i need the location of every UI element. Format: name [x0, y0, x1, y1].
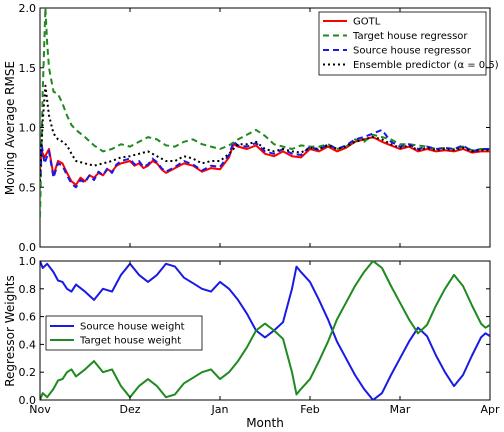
rmse-ytick-label: 1.5	[19, 62, 37, 75]
weights-y-axis-label: Regressor Weights	[3, 275, 17, 387]
rmse-series-line-1	[40, 8, 490, 218]
xtick-label: Jan	[211, 403, 229, 416]
rmse-legend-label: Target house regressor	[352, 31, 468, 42]
rmse-series-line-2	[40, 128, 490, 189]
rmse-series-line-0	[40, 136, 490, 186]
xtick-label: Dez	[119, 403, 140, 416]
xtick-label: Feb	[300, 403, 319, 416]
rmse-ytick-label: 0.0	[19, 241, 37, 254]
rmse-legend-box	[318, 11, 487, 76]
rmse-legend-label: GOTL	[353, 17, 381, 28]
weights-legend-label: Target house weight	[79, 336, 181, 347]
weights-ytick-label: 0.6	[19, 311, 37, 324]
weights-ytick-label: 1.0	[19, 255, 37, 268]
weights-legend-box	[45, 315, 203, 351]
weights-ytick-label: 0.2	[19, 366, 37, 379]
weights-ytick-label: 0.8	[19, 283, 37, 296]
rmse-ytick-label: 0.5	[19, 181, 37, 194]
rmse-series-line-3	[40, 84, 490, 182]
rmse-ytick-label: 1.0	[19, 122, 37, 135]
weights-ytick-label: 0.4	[19, 338, 37, 351]
xtick-label: Mar	[390, 403, 411, 416]
xtick-label: Nov	[29, 403, 51, 416]
rmse-legend: GOTL Target house regressor Source house r…	[318, 11, 499, 76]
weights-panel: 0.0 0.2 0.4 0.6 0.8 1.0 Nov Dez Jan Feb Mar Apr Re…	[3, 255, 500, 430]
weights-legend: Source house weight Target house weight	[45, 315, 203, 351]
rmse-ytick-label: 2.0	[19, 2, 37, 15]
weights-legend-label: Source house weight	[80, 322, 185, 333]
xtick-label: Apr	[480, 403, 500, 416]
weights-series-line-1	[40, 261, 490, 400]
weights-ytick-label: 0.0	[19, 394, 37, 407]
rmse-panel: 0.0 0.5 1.0 1.5 2.0 Moving Average RMSE GOTL…	[3, 2, 499, 254]
x-axis-label: Month	[246, 416, 284, 430]
rmse-legend-label: Source house regressor	[353, 46, 472, 57]
rmse-legend-label: Ensemble predictor (α = 0.5)	[353, 60, 499, 71]
rmse-y-axis-label: Moving Average RMSE	[3, 61, 17, 195]
